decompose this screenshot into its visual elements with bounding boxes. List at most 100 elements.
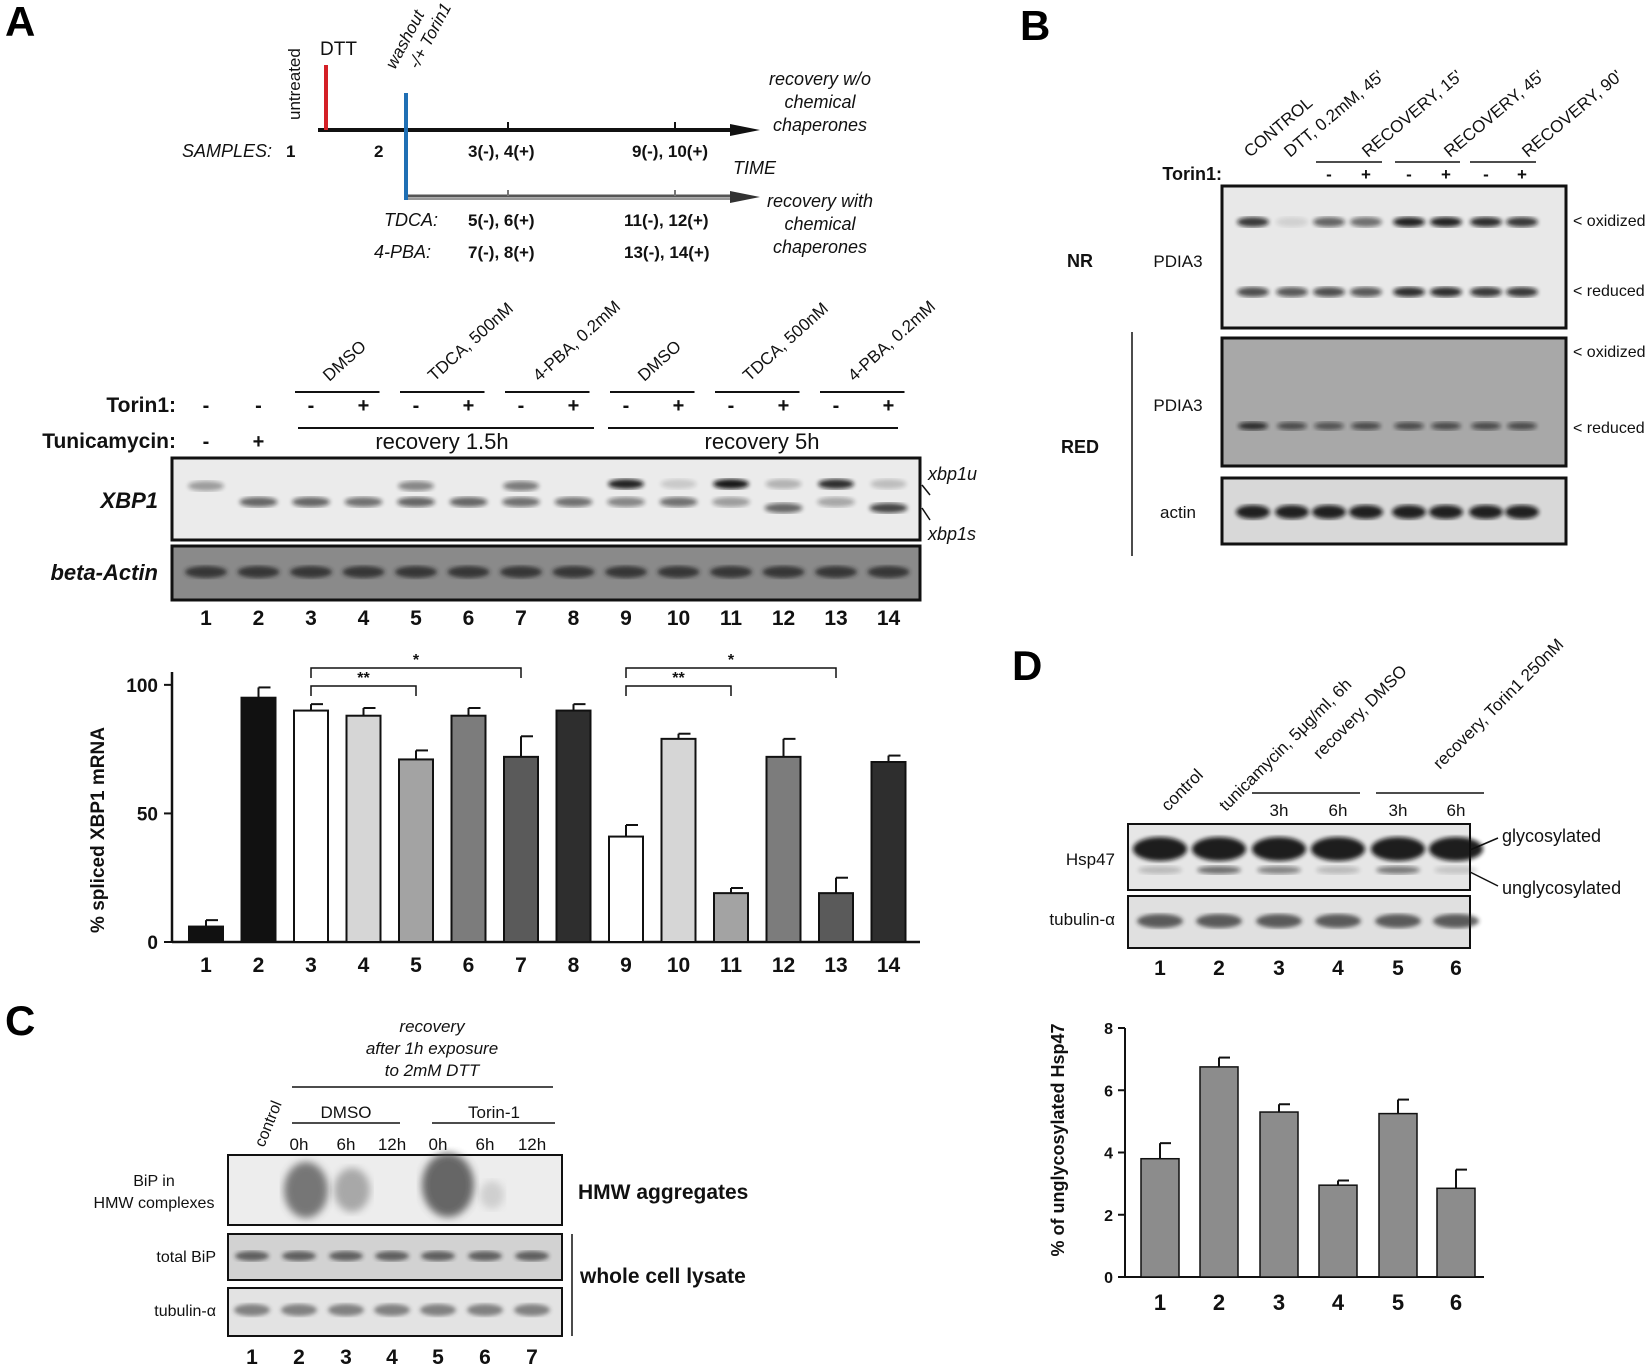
xbp1s-band xyxy=(764,503,803,513)
b-oxidized-band xyxy=(1237,217,1269,227)
d-glycosylated-band xyxy=(1311,837,1365,861)
c-lane-number: 6 xyxy=(479,1346,491,1369)
d-unglycosylated-label: unglycosylated xyxy=(1502,878,1621,898)
b-pdia3-nr-label: PDIA3 xyxy=(1153,252,1202,271)
xbp1u-band xyxy=(660,479,697,489)
beta-actin-band xyxy=(237,566,280,578)
c-lane-number: 5 xyxy=(432,1346,444,1369)
xbp1s-band xyxy=(397,497,435,507)
b-torin-sign: + xyxy=(1361,165,1371,184)
b-oxidized-label-nr: < oxidized xyxy=(1573,213,1646,230)
xbp1s-band xyxy=(607,497,645,507)
c-time-label: 12h xyxy=(518,1135,546,1154)
recovery-with-line1: recovery with xyxy=(767,191,873,211)
b-oxidized-band xyxy=(1350,217,1382,227)
a-treatment-label: DMSO xyxy=(634,337,685,385)
d-unglycosylated-band xyxy=(1138,866,1182,874)
c-lane-number: 1 xyxy=(246,1346,258,1369)
samples-label: SAMPLES: xyxy=(182,141,272,161)
c-tubulin-band xyxy=(514,1304,550,1316)
a-gel-lane-number: 11 xyxy=(720,607,743,630)
a-significance-label: * xyxy=(413,652,420,669)
c-tubulin-band xyxy=(374,1304,410,1316)
a-bar xyxy=(345,714,382,944)
xbp1u-band xyxy=(188,481,224,491)
d-unglycosylated-band xyxy=(1434,866,1478,874)
xbp1-bands xyxy=(188,479,908,513)
d-bar xyxy=(1199,1066,1239,1278)
b-torin-sign: + xyxy=(1441,165,1451,184)
d-y-tick-label: 8 xyxy=(1104,1021,1113,1038)
d-y-tick-label: 2 xyxy=(1104,1208,1113,1225)
c-tubulin-band xyxy=(234,1304,270,1316)
xbp1s-band xyxy=(344,497,383,507)
a-treatment-label: TDCA, 500nM xyxy=(739,299,832,385)
b-actin-band xyxy=(1429,505,1463,519)
c-bip-label-line2: HMW complexes xyxy=(94,1195,215,1212)
c-time-label: 6h xyxy=(337,1135,356,1154)
b-actin-band xyxy=(1236,505,1270,519)
a-gel-lane-number: 6 xyxy=(463,607,475,630)
xbp1-gel xyxy=(170,456,922,542)
d-lane-number: 2 xyxy=(1213,957,1225,980)
a-x-tick-label: 12 xyxy=(772,954,795,977)
xbp1u-band xyxy=(818,479,854,489)
beta-actin-row-label: beta-Actin xyxy=(50,560,158,585)
b-torin-sign: - xyxy=(1406,165,1412,184)
panel-label-b: B xyxy=(1020,2,1050,49)
d-column-label: recovery, Torin1 250nM xyxy=(1429,635,1567,773)
d-time-label: 3h xyxy=(1389,801,1408,820)
b-oxidized-band xyxy=(1506,217,1538,227)
xbp1s-band xyxy=(554,497,593,507)
b-red-band xyxy=(1507,422,1537,430)
a-torin-sign: + xyxy=(463,395,475,417)
a-x-tick-label: 5 xyxy=(410,954,422,977)
beta-actin-band xyxy=(342,566,385,578)
c-time-label: 0h xyxy=(290,1135,309,1154)
a-bar xyxy=(240,696,277,944)
time-label: TIME xyxy=(733,158,777,178)
recovery-wo-line1: recovery w/o xyxy=(769,69,871,89)
c-lane-number: 3 xyxy=(340,1346,352,1369)
d-unglycosylated-band xyxy=(1197,866,1241,874)
d-unglycosylated-band xyxy=(1376,866,1420,874)
panel-b-bands xyxy=(1236,217,1539,519)
xbp1u-band xyxy=(713,479,749,489)
beta-actin-gel xyxy=(170,544,922,602)
a-x-tick-label: 1 xyxy=(200,954,212,977)
d-bar xyxy=(1378,1112,1418,1278)
xbp1s-band xyxy=(449,497,488,507)
b-torin-sign: - xyxy=(1483,165,1489,184)
d-bar xyxy=(1436,1187,1476,1278)
b-red-band xyxy=(1394,422,1424,430)
b-torin1-label: Torin1: xyxy=(1162,164,1222,184)
a-treatment-label: 4-PBA, 0.2mM xyxy=(529,297,624,385)
b-actin-band xyxy=(1469,505,1503,519)
a-torin-sign: - xyxy=(308,395,315,417)
panel-c-bands xyxy=(234,1153,550,1316)
d-glycosylated-band xyxy=(1371,837,1425,861)
a-y-tick-label: 0 xyxy=(147,933,158,954)
a-torin-sign: - xyxy=(833,395,840,417)
xbp1u-band xyxy=(503,481,539,491)
d-tubulin-band xyxy=(1256,914,1302,928)
untreated-label: untreated xyxy=(285,48,304,120)
d-x-tick-label: 6 xyxy=(1450,1290,1462,1315)
a-gel-lane-number: 10 xyxy=(667,607,690,630)
b-red-gel xyxy=(1220,336,1568,468)
a-bar xyxy=(503,755,539,943)
sample-7-8: 7(-), 8(+) xyxy=(468,243,535,262)
beta-actin-band xyxy=(447,566,490,578)
panel-d-bands xyxy=(1133,837,1483,928)
c-wcl-label: whole cell lysate xyxy=(579,1265,746,1288)
c-hmw-smear xyxy=(284,1162,328,1218)
d-x-tick-label: 2 xyxy=(1213,1290,1225,1315)
b-actin-band xyxy=(1392,505,1426,519)
a-x-tick-label: 3 xyxy=(305,954,317,977)
c-title-line2: after 1h exposure xyxy=(366,1039,498,1058)
beta-actin-band xyxy=(815,566,857,578)
tunicamycin-row-label: Tunicamycin: xyxy=(42,430,176,453)
a-x-tick-label: 6 xyxy=(463,954,475,977)
d-lane-number: 4 xyxy=(1332,957,1344,980)
beta-actin-band xyxy=(710,566,752,578)
